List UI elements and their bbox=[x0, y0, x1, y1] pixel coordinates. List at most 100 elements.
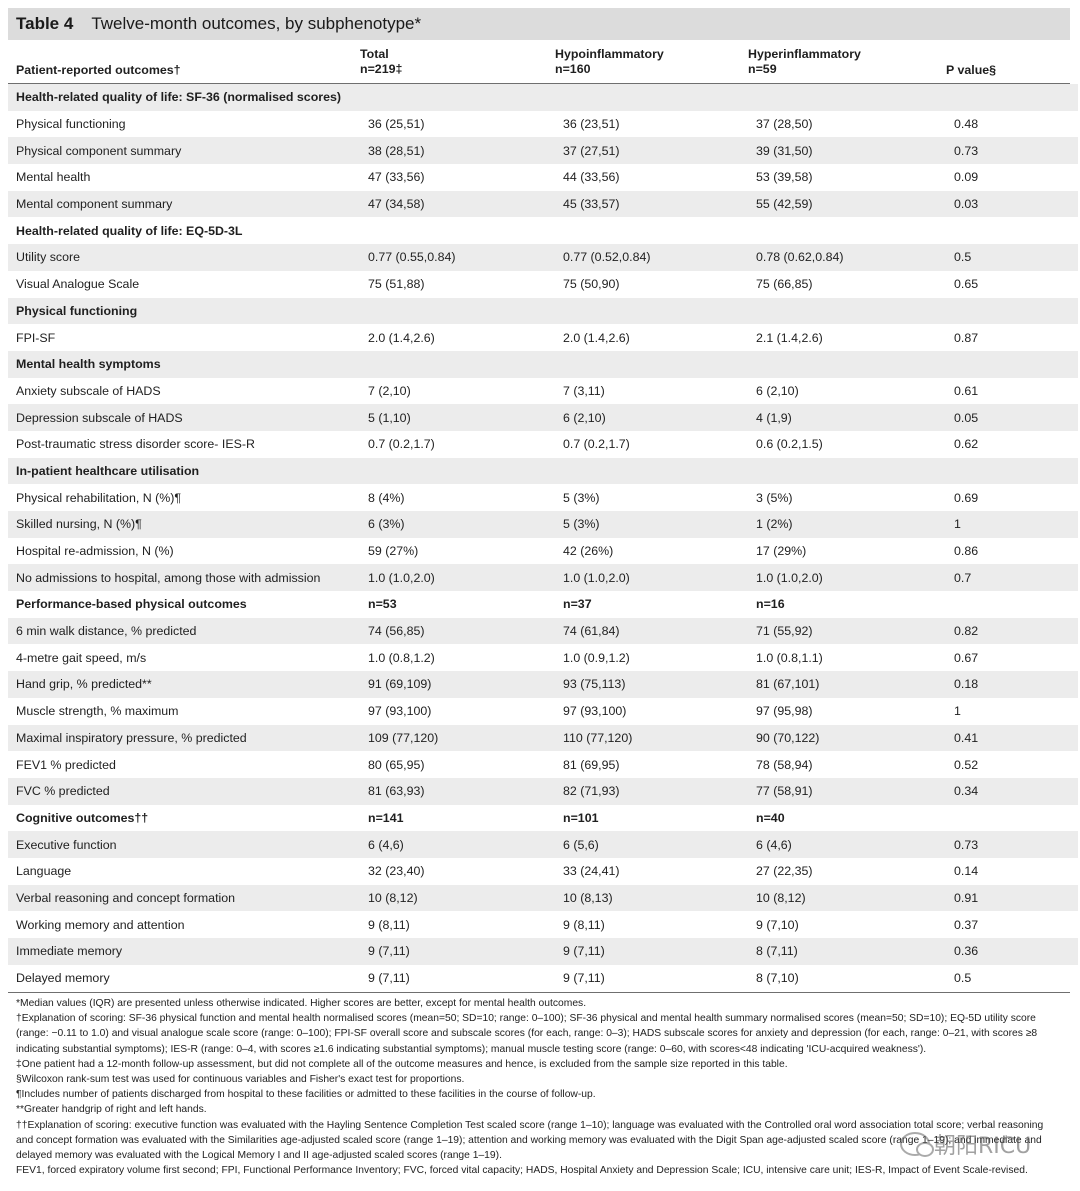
hyper-cell: 77 (58,91) bbox=[756, 777, 954, 805]
outcome-cell: FEV1 % predicted bbox=[16, 757, 116, 772]
pvalue-cell: 0.91 bbox=[954, 884, 1078, 912]
pvalue-cell bbox=[954, 84, 1078, 111]
table-row: Physical rehabilitation, N (%)¶ 8 (4%) 5 (… bbox=[8, 484, 1078, 511]
col-header-hyper-n: n=59 bbox=[748, 62, 777, 76]
pvalue-cell bbox=[954, 297, 1078, 325]
total-cell: 81 (63,93) bbox=[368, 777, 563, 805]
table-row: Utility score 0.77 (0.55,0.84) 0.77 (0.52,… bbox=[8, 244, 1078, 271]
hypo-cell: 110 (77,120) bbox=[563, 724, 756, 752]
table-bottom-divider bbox=[8, 992, 1070, 993]
hypo-cell: 5 (3%) bbox=[563, 511, 756, 538]
pvalue-cell: 0.82 bbox=[954, 617, 1078, 645]
pvalue-cell: 0.41 bbox=[954, 724, 1078, 752]
hypo-cell: 0.7 (0.2,1.7) bbox=[563, 437, 630, 452]
hyper-cell: 10 (8,12) bbox=[756, 884, 954, 912]
total-cell bbox=[368, 297, 563, 325]
footnote: FEV1, forced expiratory volume first sec… bbox=[16, 1165, 1028, 1177]
hypo-cell: 81 (69,95) bbox=[563, 757, 620, 772]
outcome-cell: Maximal inspiratory pressure, % predicte… bbox=[8, 724, 368, 752]
outcome-cell: Visual Analogue Scale bbox=[16, 277, 140, 292]
pvalue-cell: 0.87 bbox=[954, 330, 979, 345]
outcomes-table: Health-related quality of life: SF-36 (n… bbox=[8, 84, 1078, 991]
outcome-cell: Delayed memory bbox=[16, 971, 110, 986]
total-cell: 9 (8,11) bbox=[368, 917, 410, 932]
table-row: Maximal inspiratory pressure, % predicte… bbox=[8, 724, 1078, 752]
total-cell: 8 (4%) bbox=[368, 490, 405, 505]
hypo-cell: 82 (71,93) bbox=[563, 777, 756, 805]
footnote: ‡One patient had a 12-month follow-up as… bbox=[16, 1058, 788, 1070]
total-cell: 75 (51,88) bbox=[368, 277, 425, 292]
table-row: Mental health 47 (33,56) 44 (33,56) 53 (39,… bbox=[8, 164, 1078, 191]
pvalue-cell bbox=[954, 457, 1078, 485]
table-row: Executive function 6 (4,6) 6 (5,6) 6 (4,6) 0… bbox=[8, 831, 1078, 858]
outcome-cell: Physical rehabilitation, N (%)¶ bbox=[16, 490, 182, 505]
total-cell: 32 (23,40) bbox=[368, 864, 425, 879]
table-row: Depression subscale of HADS 5 (1,10) 6 (2,… bbox=[8, 404, 1078, 431]
outcome-cell: Utility score bbox=[8, 244, 368, 271]
outcome-cell: No admissions to hospital, among those w… bbox=[8, 564, 368, 592]
total-cell: 109 (77,120) bbox=[368, 724, 563, 752]
total-cell bbox=[368, 350, 563, 378]
table-row: Muscle strength, % maximum 97 (93,100) 97 … bbox=[8, 698, 1078, 725]
outcome-cell: Executive function bbox=[8, 831, 368, 858]
total-cell: 5 (1,10) bbox=[368, 404, 563, 431]
hypo-cell: 33 (24,41) bbox=[563, 864, 620, 879]
hypo-cell bbox=[563, 350, 756, 378]
outcome-cell: Health-related quality of life: EQ-5D-3L bbox=[16, 223, 243, 238]
hypo-cell: 37 (27,51) bbox=[563, 137, 756, 165]
section-row: Health-related quality of life: SF-36 (n… bbox=[8, 84, 1078, 111]
hyper-cell bbox=[756, 217, 954, 244]
footnote: †Explanation of scoring: SF-36 physical … bbox=[16, 1013, 1038, 1055]
hypo-cell: 0.77 (0.52,0.84) bbox=[563, 244, 756, 271]
total-cell bbox=[368, 457, 563, 485]
total-cell: 97 (93,100) bbox=[368, 704, 432, 719]
pvalue-cell: 0.37 bbox=[954, 917, 979, 932]
col-header-hypo-name: Hypoinflammatory bbox=[555, 47, 664, 61]
hyper-cell: 1 (2%) bbox=[756, 511, 954, 538]
watermark-text: 朝阳RICU bbox=[934, 1134, 1032, 1159]
hypo-cell: n=37 bbox=[563, 597, 592, 612]
table-title-bar: Table 4 Twelve-month outcomes, by subphe… bbox=[8, 8, 1070, 40]
hyper-cell: 1.0 (0.8,1.1) bbox=[756, 650, 823, 665]
table-row: Hand grip, % predicted** 91 (69,109) 93 (7… bbox=[8, 671, 1078, 698]
hyper-cell: 71 (55,92) bbox=[756, 617, 954, 645]
wechat-icon bbox=[900, 1132, 934, 1157]
total-cell: 74 (56,85) bbox=[368, 617, 563, 645]
pvalue-cell: 0.65 bbox=[954, 277, 979, 292]
footnote: ¶Includes number of patients discharged … bbox=[16, 1089, 596, 1101]
hypo-cell: 10 (8,13) bbox=[563, 884, 756, 912]
outcome-cell: Physical component summary bbox=[8, 137, 368, 165]
pvalue-cell: 1 bbox=[954, 511, 1078, 538]
outcome-cell: FPI-SF bbox=[16, 330, 56, 345]
hyper-cell: 81 (67,101) bbox=[756, 671, 954, 698]
outcome-cell: Skilled nursing, N (%)¶ bbox=[8, 511, 368, 538]
section-row: Cognitive outcomes†† n=141 n=101 n=40 bbox=[8, 805, 1078, 832]
outcome-cell: Physical functioning bbox=[8, 297, 368, 325]
pvalue-cell: 0.03 bbox=[954, 190, 1078, 218]
outcome-cell: In-patient healthcare utilisation bbox=[8, 457, 368, 485]
col-header-hyper-name: Hyperinflammatory bbox=[748, 47, 861, 61]
total-cell: 47 (33,56) bbox=[368, 170, 425, 185]
outcome-cell: Cognitive outcomes†† bbox=[16, 810, 149, 825]
outcome-cell: Language bbox=[16, 864, 72, 879]
total-cell: n=53 bbox=[368, 597, 397, 612]
table-row: Skilled nursing, N (%)¶ 6 (3%) 5 (3%) 1 (2%… bbox=[8, 511, 1078, 538]
pvalue-cell: 0.7 bbox=[954, 564, 1078, 592]
total-cell: n=141 bbox=[368, 810, 404, 825]
outcome-cell: Muscle strength, % maximum bbox=[16, 704, 179, 719]
footnote: **Greater handgrip of right and left han… bbox=[16, 1104, 207, 1116]
total-cell: 0.77 (0.55,0.84) bbox=[368, 244, 563, 271]
table-row: Working memory and attention 9 (8,11) 9 (8… bbox=[8, 911, 1078, 938]
table-row: Verbal reasoning and concept formation 10… bbox=[8, 884, 1078, 912]
total-cell bbox=[368, 84, 563, 111]
col-header-total-name: Total bbox=[360, 47, 389, 61]
total-cell: 2.0 (1.4,2.6) bbox=[368, 330, 435, 345]
outcome-cell: FVC % predicted bbox=[8, 777, 368, 805]
hyper-cell: 37 (28,50) bbox=[756, 117, 813, 132]
hypo-cell: 74 (61,84) bbox=[563, 617, 756, 645]
col-header-hypo-n: n=160 bbox=[555, 62, 591, 76]
hyper-cell: 3 (5%) bbox=[756, 490, 793, 505]
section-row: Mental health symptoms bbox=[8, 350, 1078, 378]
table-row: FPI-SF 2.0 (1.4,2.6) 2.0 (1.4,2.6) 2.1 (1.4… bbox=[8, 324, 1078, 351]
outcome-cell: Depression subscale of HADS bbox=[8, 404, 368, 431]
